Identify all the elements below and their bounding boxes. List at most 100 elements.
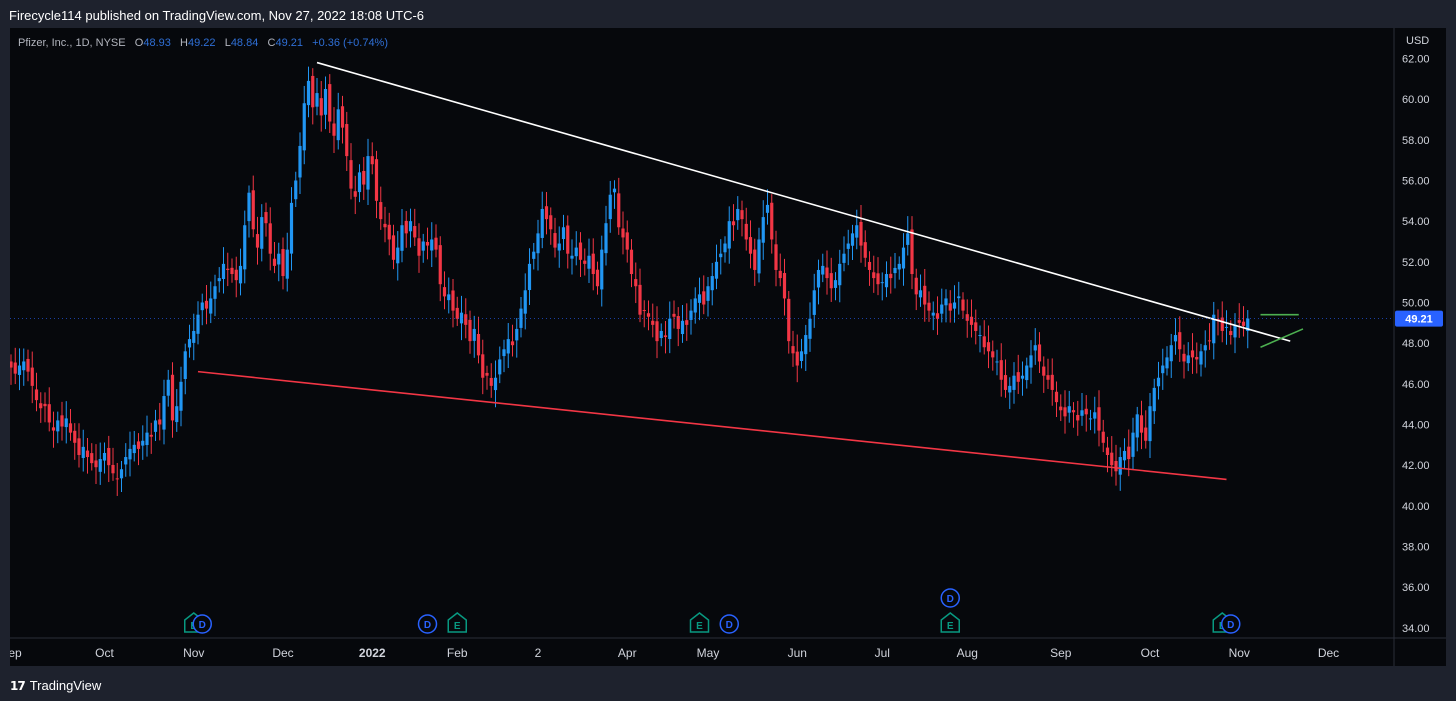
candle-body[interactable]: [183, 351, 187, 379]
dividend-event-icon[interactable]: [1221, 614, 1241, 634]
candle-body[interactable]: [1050, 374, 1054, 390]
candle-body[interactable]: [1059, 406, 1063, 411]
candle-body[interactable]: [778, 270, 782, 279]
candle-body[interactable]: [753, 249, 757, 270]
candle-body[interactable]: [1212, 314, 1216, 344]
candle-body[interactable]: [285, 249, 289, 279]
candle-body[interactable]: [608, 194, 612, 220]
dividend-event-icon[interactable]: [940, 588, 960, 608]
candle-body[interactable]: [1195, 356, 1199, 360]
candle-body[interactable]: [366, 156, 370, 190]
candle-body[interactable]: [434, 237, 438, 250]
candle-body[interactable]: [1224, 326, 1229, 328]
candle-body[interactable]: [1033, 345, 1037, 351]
candle-body[interactable]: [583, 260, 587, 264]
candle-body[interactable]: [404, 220, 408, 234]
candle-body[interactable]: [672, 313, 676, 317]
candle-body[interactable]: [1169, 345, 1173, 362]
candle-body[interactable]: [1246, 318, 1250, 331]
candle-body[interactable]: [710, 276, 714, 291]
candle-body[interactable]: [77, 438, 81, 455]
candle-body[interactable]: [1229, 331, 1233, 336]
candle-body[interactable]: [821, 265, 825, 275]
candle-body[interactable]: [200, 302, 204, 311]
candle-body[interactable]: [17, 365, 22, 375]
candle-body[interactable]: [204, 300, 209, 309]
candle-body[interactable]: [94, 460, 98, 468]
candle-body[interactable]: [1135, 414, 1139, 438]
earnings-event-icon[interactable]: [689, 612, 710, 633]
candle-body[interactable]: [1037, 344, 1042, 362]
candle-body[interactable]: [697, 294, 702, 303]
candle-body[interactable]: [1008, 385, 1012, 393]
candle-body[interactable]: [425, 241, 430, 246]
candle-body[interactable]: [64, 418, 68, 428]
candle-body[interactable]: [600, 249, 604, 290]
candle-body[interactable]: [498, 359, 502, 375]
candle-body[interactable]: [536, 233, 540, 254]
candle-body[interactable]: [209, 298, 213, 314]
candle-body[interactable]: [1148, 406, 1152, 442]
candle-body[interactable]: [315, 93, 319, 107]
symbol-name[interactable]: Pfizer, Inc., 1D, NYSE: [18, 37, 126, 49]
candle-body[interactable]: [855, 225, 859, 238]
candle-body[interactable]: [578, 242, 583, 260]
candle-body[interactable]: [306, 80, 311, 106]
candle-body[interactable]: [808, 318, 812, 339]
candle-body[interactable]: [438, 245, 442, 285]
candle-body[interactable]: [149, 434, 153, 437]
candle-body[interactable]: [1233, 324, 1237, 338]
candle-body[interactable]: [799, 351, 804, 362]
candle-body[interactable]: [1105, 447, 1110, 455]
candle-body[interactable]: [362, 171, 366, 185]
candle-body[interactable]: [1207, 340, 1212, 342]
candle-body[interactable]: [102, 452, 107, 461]
candle-body[interactable]: [111, 464, 115, 474]
candle-body[interactable]: [723, 243, 727, 253]
candle-body[interactable]: [910, 229, 914, 275]
candle-body[interactable]: [472, 328, 476, 341]
candle-body[interactable]: [502, 349, 506, 357]
candle-body[interactable]: [859, 221, 863, 246]
candle-body[interactable]: [812, 290, 816, 315]
candle-body[interactable]: [863, 242, 867, 258]
candle-body[interactable]: [1101, 431, 1105, 443]
candle-body[interactable]: [196, 314, 200, 334]
candle-body[interactable]: [374, 159, 379, 201]
candle-body[interactable]: [1182, 353, 1186, 362]
candle-body[interactable]: [850, 233, 855, 246]
candle-body[interactable]: [56, 420, 60, 432]
candle-body[interactable]: [1016, 372, 1020, 382]
candle-body[interactable]: [328, 84, 332, 122]
candle-body[interactable]: [370, 156, 374, 165]
candle-body[interactable]: [60, 415, 64, 427]
candle-body[interactable]: [387, 224, 391, 240]
candle-body[interactable]: [914, 277, 918, 295]
candle-body[interactable]: [757, 239, 761, 274]
candle-body[interactable]: [566, 225, 570, 254]
candle-body[interactable]: [991, 351, 995, 358]
candle-body[interactable]: [816, 269, 821, 288]
candle-body[interactable]: [901, 247, 906, 269]
flag-bottom-trendline[interactable]: [1260, 328, 1304, 348]
dividend-event-icon[interactable]: [192, 614, 212, 634]
candle-body[interactable]: [604, 223, 608, 254]
candle-body[interactable]: [81, 446, 85, 458]
candle-body[interactable]: [1071, 410, 1076, 413]
candle-body[interactable]: [540, 208, 544, 238]
candle-body[interactable]: [897, 263, 901, 270]
candle-body[interactable]: [476, 334, 481, 356]
candle-body[interactable]: [459, 312, 464, 324]
candle-body[interactable]: [447, 294, 451, 301]
candle-body[interactable]: [119, 469, 124, 479]
candle-body[interactable]: [872, 272, 876, 279]
candle-body[interactable]: [1156, 377, 1161, 387]
candle-body[interactable]: [527, 263, 532, 291]
candle-body[interactable]: [995, 361, 999, 363]
candle-body[interactable]: [311, 75, 315, 108]
candle-body[interactable]: [523, 290, 527, 314]
candle-body[interactable]: [26, 358, 30, 372]
candle-body[interactable]: [187, 339, 192, 348]
candle-body[interactable]: [651, 320, 655, 325]
candle-body[interactable]: [553, 233, 557, 248]
